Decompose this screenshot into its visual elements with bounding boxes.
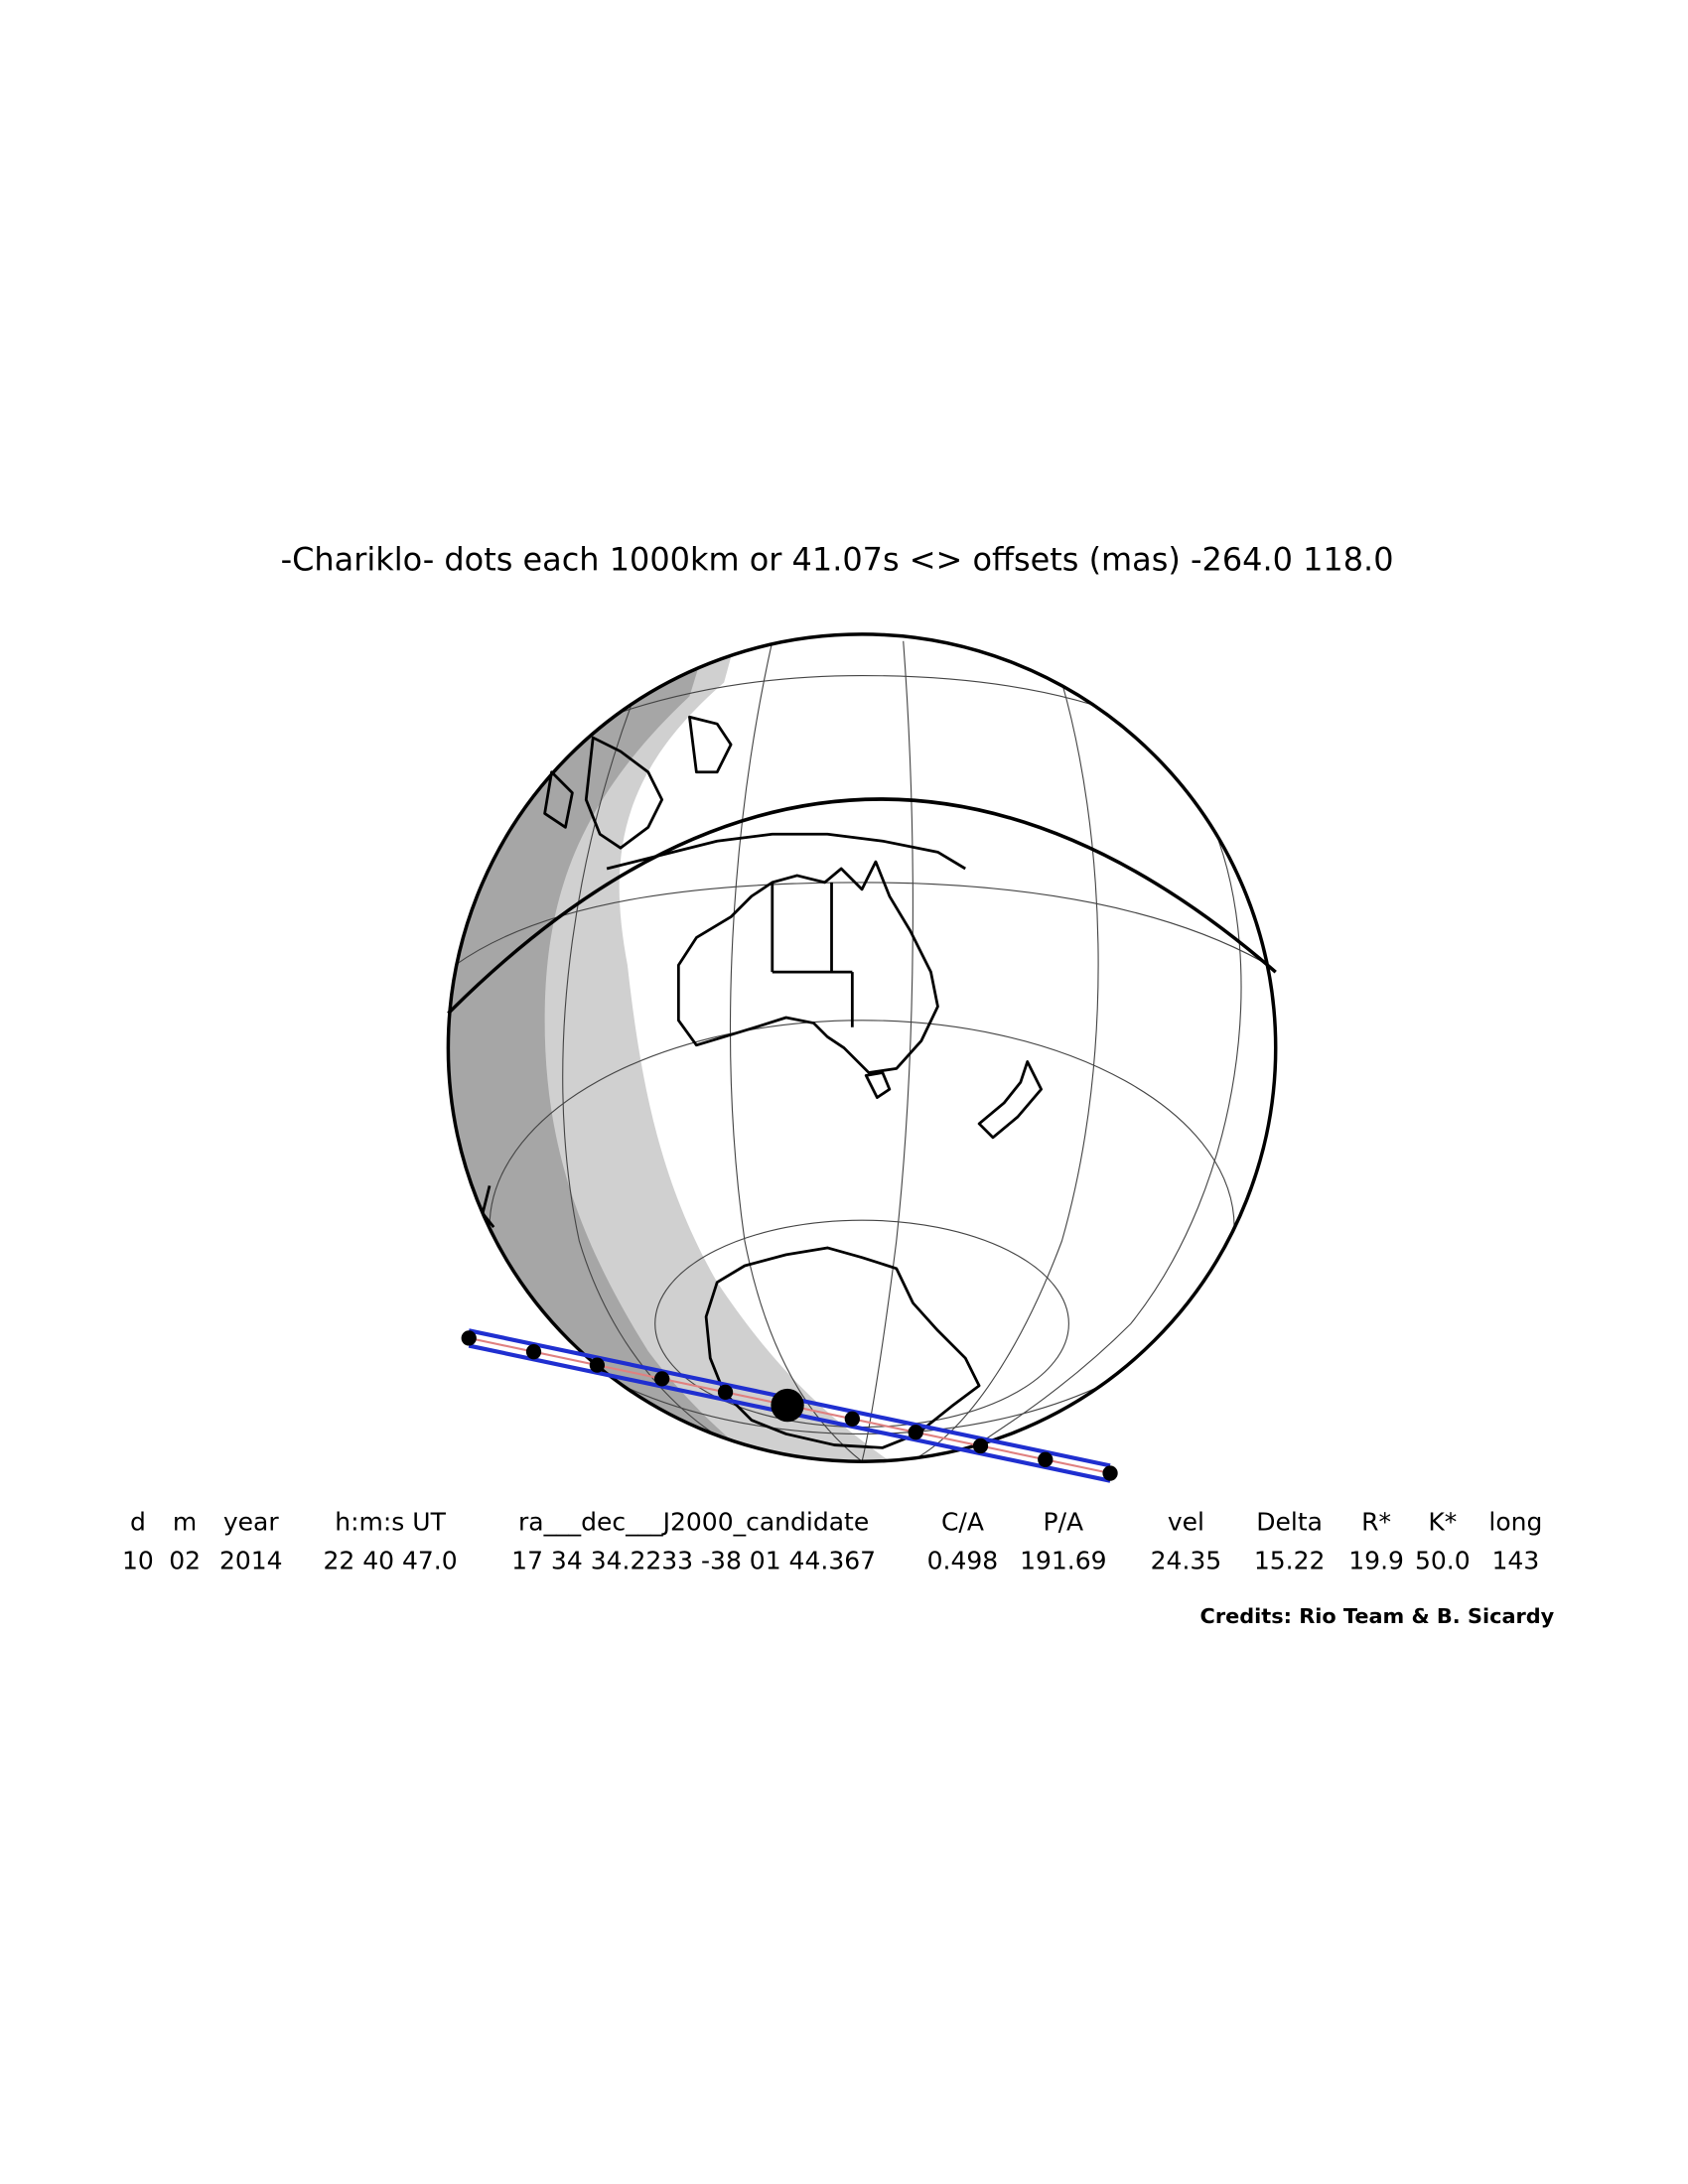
table-header: ra___dec___J2000_candidate	[518, 1508, 869, 1537]
table-header: m	[173, 1508, 197, 1537]
table-value: 143	[1492, 1547, 1540, 1575]
table-value: 24.35	[1151, 1547, 1222, 1575]
table-header: P/A	[1044, 1508, 1084, 1537]
coastlines	[481, 715, 1043, 1449]
table-value: 15.22	[1254, 1547, 1326, 1575]
table-header: long	[1488, 1508, 1542, 1537]
globe	[446, 632, 1278, 1463]
table-header: R*	[1361, 1508, 1391, 1537]
table-value: 2014	[219, 1547, 283, 1575]
table-value: 17 34 34.2233 -38 01 44.367	[511, 1547, 876, 1575]
table-value: 22 40 47.0	[323, 1547, 457, 1575]
table-value: 02	[169, 1547, 201, 1575]
globe-outline	[446, 632, 1278, 1463]
table-value: 50.0	[1415, 1547, 1471, 1575]
closest-approach-dot	[771, 1388, 804, 1423]
path-dot	[654, 1371, 670, 1387]
path-dot	[908, 1425, 923, 1440]
latitude-line	[447, 797, 1277, 1016]
map-title: -Chariklo- dots each 1000km or 41.07s <>…	[281, 540, 1394, 578]
path-dot	[1038, 1451, 1054, 1467]
path-dot	[1102, 1465, 1118, 1481]
table-header: C/A	[941, 1508, 984, 1537]
table-value: 0.498	[927, 1547, 999, 1575]
table-header: Delta	[1256, 1508, 1323, 1537]
table-header: h:m:s UT	[335, 1508, 446, 1537]
path-dot	[589, 1357, 606, 1373]
table-header: vel	[1168, 1508, 1204, 1537]
table-header: d	[130, 1508, 146, 1537]
path-dot	[525, 1344, 542, 1360]
path-dots	[461, 1330, 1118, 1481]
table-header: K*	[1428, 1508, 1457, 1537]
path-dot	[844, 1411, 860, 1427]
table-value: 10	[122, 1547, 154, 1575]
path-dot	[461, 1330, 477, 1346]
event-table: d m year h:m:s UT ra___dec___J2000_candidate…	[122, 1508, 1542, 1575]
path-dot	[972, 1437, 989, 1454]
credits: Credits: Rio Team & B. Sicardy	[1200, 1604, 1555, 1628]
shadow-path	[461, 1328, 1118, 1483]
table-value: 19.9	[1348, 1547, 1404, 1575]
table-value: 191.69	[1020, 1547, 1106, 1575]
path-dot	[717, 1384, 734, 1401]
table-header: year	[223, 1508, 279, 1537]
